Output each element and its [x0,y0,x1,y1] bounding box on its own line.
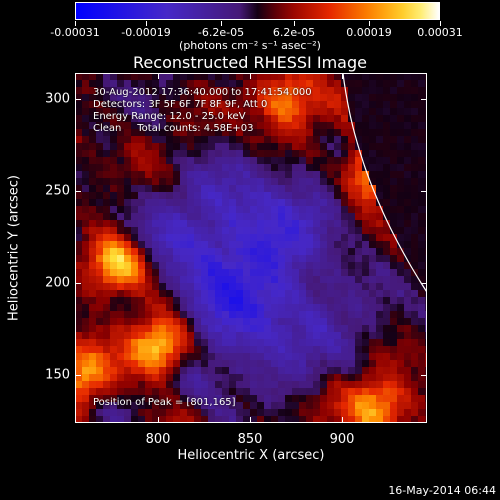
x-tick [158,417,159,423]
x-tick [158,73,159,79]
x-tick [250,417,251,423]
colorbar-tick [75,21,76,26]
colorbar-tick-label: -6.2e-05 [197,26,245,39]
y-tick-label: 150 [45,367,70,383]
y-tick [421,99,427,100]
colorbar [75,2,440,20]
x-tick [342,73,343,79]
x-tick [342,417,343,423]
y-tick [75,191,81,192]
heatmap [75,73,427,423]
x-tick-label: 850 [237,432,263,447]
info-energy-range: Energy Range: 12.0 - 25.0 keV [93,111,246,122]
y-tick [75,283,81,284]
colorbar-tick [221,21,222,26]
x-axis-label: Heliocentric X (arcsec) [177,448,325,463]
colorbar-tick [146,21,147,26]
colorbar-tick-label: 0.00019 [346,26,392,39]
y-axis-label: Heliocentric Y (arcsec) [6,175,22,321]
colorbar-tick [440,21,441,26]
y-tick-label: 300 [45,91,70,107]
y-tick [421,191,427,192]
colorbar-tick-label: -0.00019 [121,26,171,39]
info-detectors: Detectors: 3F 5F 6F 7F 8F 9F, Att 0 [93,99,268,110]
x-tick-label: 800 [145,432,171,447]
info-algorithm: Clean Total counts: 4.58E+03 [93,123,254,134]
colorbar-tick-label: 0.00031 [417,26,463,39]
y-tick-label: 250 [45,183,70,199]
plot-area [75,73,427,423]
info-peak-position: Position of Peak = [801,165] [93,397,236,408]
x-tick-label: 900 [329,432,355,447]
x-tick [250,73,251,79]
y-tick [421,375,427,376]
colorbar-units: (photons cm⁻² s⁻¹ asec⁻²) [179,39,321,52]
colorbar-tick [369,21,370,26]
chart-title: Reconstructed RHESSI Image [133,53,367,72]
y-tick-label: 200 [45,275,70,291]
y-tick [421,283,427,284]
colorbar-tick-label: -0.00031 [50,26,100,39]
footer-date: 16-May-2014 06:44 [388,484,496,497]
y-tick [75,375,81,376]
y-tick [75,99,81,100]
colorbar-tick [294,21,295,26]
info-time-range: 30-Aug-2012 17:36:40.000 to 17:41:54.000 [93,87,312,98]
solar-limb [342,73,427,294]
colorbar-tick-label: 6.2e-05 [272,26,316,39]
